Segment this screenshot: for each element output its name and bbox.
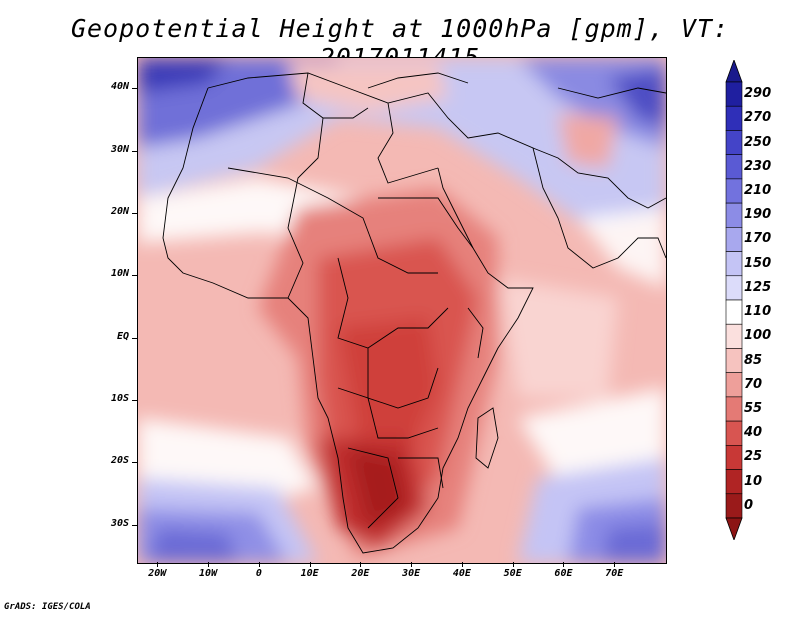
colorbar-level-label: 150 <box>744 255 772 271</box>
colorbar-level-label: 25 <box>744 449 763 465</box>
colorbar-level-label: 250 <box>744 134 772 150</box>
lon-tick <box>512 562 514 567</box>
lon-tick-label: 10W <box>199 568 218 579</box>
lon-tick <box>157 562 159 567</box>
lon-tick <box>411 562 413 567</box>
colorbar-swatch <box>725 251 743 277</box>
lat-tick-label: 40N <box>110 81 129 93</box>
lat-tick-label: EQ <box>116 330 129 342</box>
colorbar-swatch <box>725 372 743 398</box>
lat-tick <box>132 524 137 526</box>
colorbar-level-label: 10 <box>744 473 763 489</box>
colorbar <box>725 60 743 540</box>
lon-tick-label: 40E <box>452 568 471 579</box>
colorbar-swatch <box>725 202 743 228</box>
lon-tick-label: 50E <box>503 568 522 579</box>
colorbar-swatch <box>725 275 743 301</box>
colorbar-level-label: 210 <box>744 183 772 198</box>
lat-tick <box>132 212 137 214</box>
lat-tick <box>132 462 137 464</box>
colorbar-swatch <box>725 178 743 204</box>
colorbar-swatch <box>725 105 743 131</box>
colorbar-level-label: 270 <box>744 110 772 126</box>
lat-tick-label: 30S <box>110 517 129 529</box>
colorbar-swatch <box>725 154 743 180</box>
colorbar-level-label: 55 <box>744 401 763 416</box>
lat-tick <box>132 150 137 152</box>
lon-tick-label: 20E <box>351 568 370 579</box>
colorbar-swatch <box>725 299 743 325</box>
field-shading <box>138 58 666 563</box>
colorbar-swatch <box>725 469 743 495</box>
colorbar-level-label: 85 <box>744 352 763 368</box>
lon-tick-label: 70E <box>605 568 624 579</box>
credit-text: GrADS: IGES/COLA <box>4 602 91 612</box>
lon-tick <box>309 562 311 567</box>
lat-tick <box>132 399 137 401</box>
lon-tick <box>208 562 210 567</box>
colorbar-level-label: 170 <box>744 231 772 247</box>
lat-tick-label: 10N <box>110 268 129 280</box>
lon-tick-label: 30E <box>402 568 421 579</box>
colorbar-level-label: 125 <box>744 279 772 295</box>
colorbar-level-label: 290 <box>744 86 772 102</box>
colorbar-swatch <box>725 227 743 252</box>
colorbar-swatch <box>725 445 743 470</box>
lon-tick <box>614 562 616 567</box>
colorbar-swatch <box>725 130 743 155</box>
height-field-map <box>138 58 666 563</box>
coastlines <box>162 72 666 554</box>
colorbar-level-label: 0 <box>744 497 754 513</box>
colorbar-level-label: 100 <box>744 328 772 344</box>
lon-tick-label: 10E <box>300 568 319 579</box>
colorbar-swatch <box>725 420 743 446</box>
lat-tick-label: 20N <box>110 205 129 217</box>
colorbar-swatch <box>725 396 743 422</box>
colorbar-swatch <box>725 323 743 349</box>
lat-tick-label: 30N <box>110 143 129 155</box>
map-panel <box>137 57 667 564</box>
lat-tick-label: 10S <box>110 392 129 404</box>
lat-tick <box>132 275 137 277</box>
colorbar-swatch <box>725 493 743 519</box>
lon-tick <box>360 562 362 567</box>
colorbar-level-label: 70 <box>744 376 763 392</box>
colorbar-level-label: 110 <box>744 304 772 320</box>
lon-tick-label: 0 <box>255 568 262 579</box>
lon-tick <box>461 562 463 567</box>
lat-tick <box>132 88 137 90</box>
colorbar-level-label: 190 <box>744 207 772 223</box>
colorbar-level-label: 230 <box>744 158 772 174</box>
lat-tick-label: 20S <box>110 455 129 467</box>
colorbar-swatch <box>725 81 743 107</box>
colorbar-cap-bottom <box>725 517 743 540</box>
lat-tick <box>132 337 137 339</box>
lon-tick <box>563 562 565 567</box>
lon-tick-label: 20W <box>148 568 167 579</box>
lon-tick <box>258 562 260 567</box>
colorbar-cap-top <box>725 60 743 83</box>
colorbar-swatch <box>725 348 743 373</box>
lon-tick-label: 60E <box>554 568 573 579</box>
colorbar-level-label: 40 <box>744 425 763 441</box>
